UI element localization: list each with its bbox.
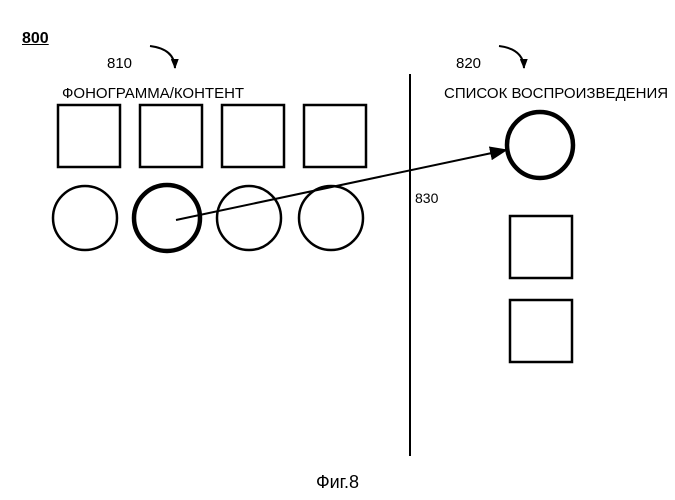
content-circle	[53, 186, 117, 250]
content-square	[222, 105, 284, 167]
content-square	[140, 105, 202, 167]
playlist-circle	[507, 112, 573, 178]
playlist-square	[510, 216, 572, 278]
content-circle	[217, 186, 281, 250]
content-square	[304, 105, 366, 167]
content-square	[58, 105, 120, 167]
drag-arrow	[176, 150, 506, 220]
pointer-arrow-820	[499, 46, 524, 68]
pointer-arrow-810	[150, 46, 175, 68]
playlist-square	[510, 300, 572, 362]
content-circle	[299, 186, 363, 250]
diagram-canvas	[0, 0, 675, 500]
